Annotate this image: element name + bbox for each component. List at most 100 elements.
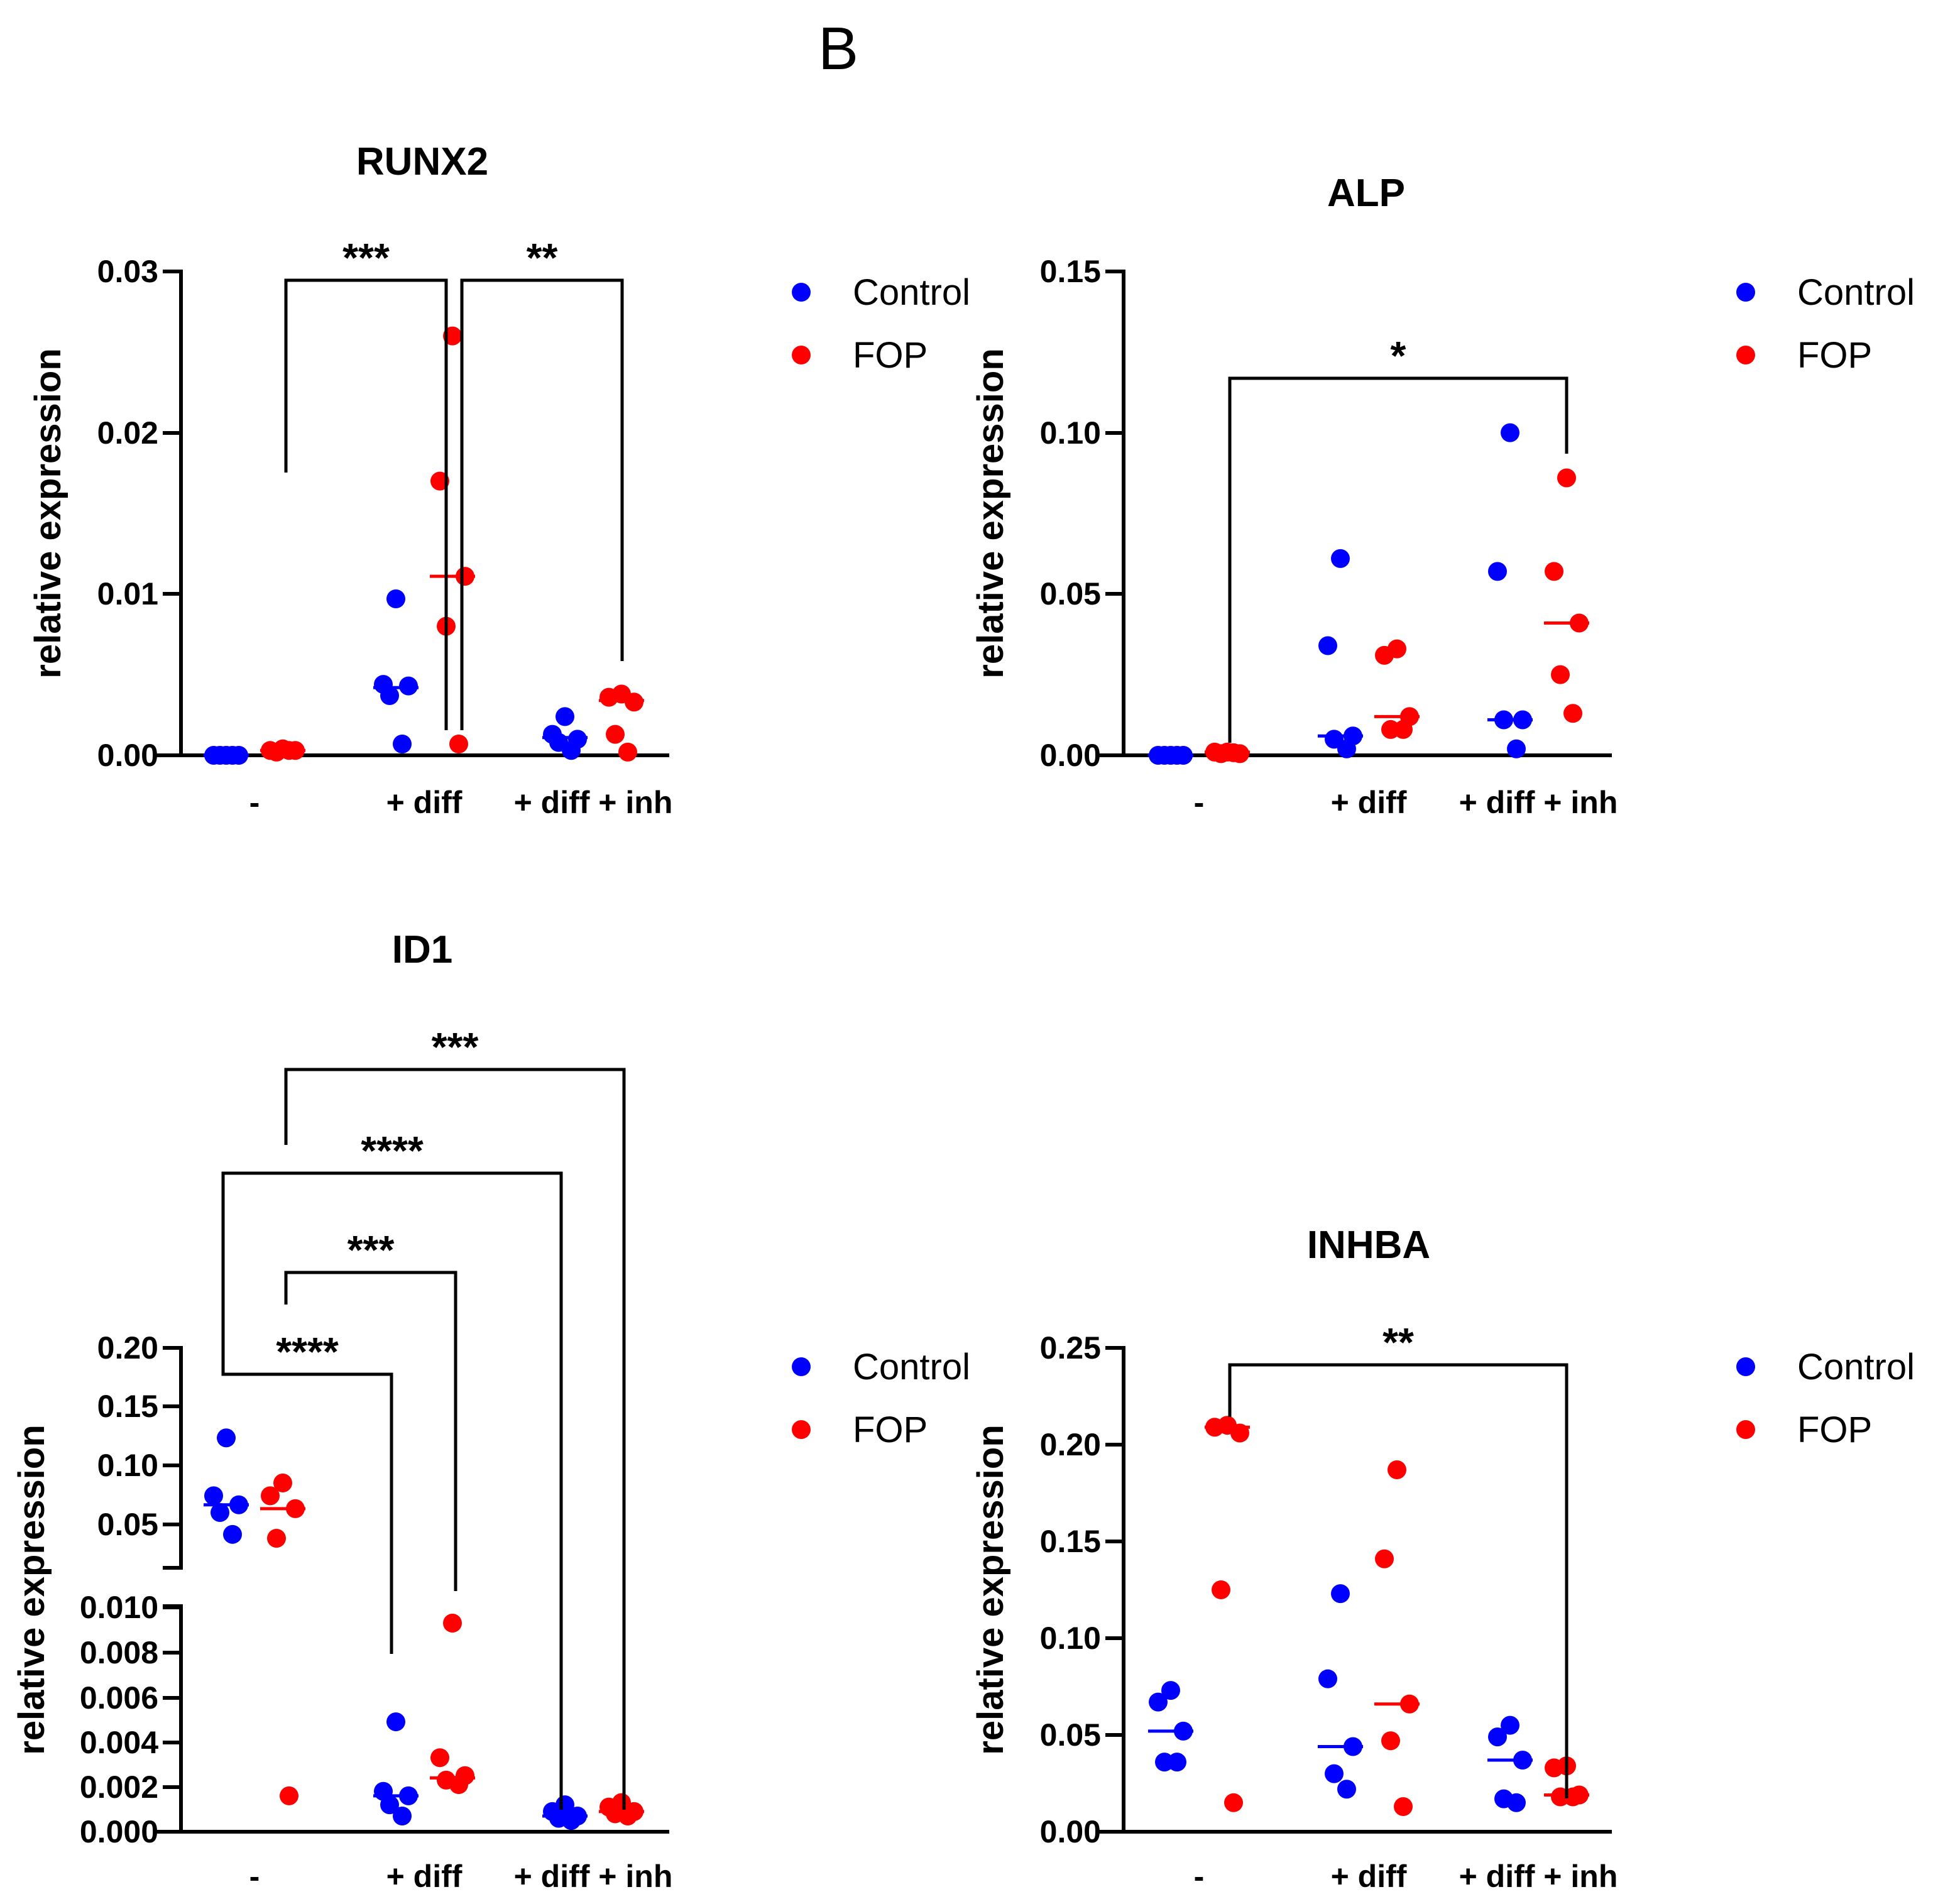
fop-point	[443, 1613, 462, 1633]
y-tick-label: 0.02	[97, 415, 158, 451]
control-point	[562, 1811, 581, 1830]
x-tick-label: -	[249, 785, 260, 820]
control-point	[386, 1712, 405, 1732]
y-tick-label: 0.00	[1040, 1814, 1101, 1849]
fop-point	[1375, 645, 1394, 665]
y-tick-label: 0.00	[97, 738, 158, 773]
y-tick-label: 0.15	[1040, 254, 1101, 289]
significance-bracket	[221, 1305, 393, 1654]
control-point	[1331, 549, 1350, 568]
legend-marker	[792, 283, 811, 302]
legend-marker	[1736, 1420, 1755, 1439]
fop-point	[1394, 1797, 1413, 1816]
control-point	[1318, 1669, 1337, 1688]
significance-label: ***	[432, 1024, 479, 1070]
control-point	[217, 1428, 236, 1448]
legend-label: FOP	[1797, 1409, 1872, 1450]
control-point	[380, 1795, 399, 1815]
significance-label: *	[1391, 333, 1406, 378]
chart-title: ALP	[1327, 172, 1405, 215]
legend-marker	[1736, 1357, 1755, 1376]
significance-bracket	[460, 278, 624, 730]
chart-title: RUNX2	[356, 140, 488, 183]
control-point	[1168, 1753, 1186, 1772]
y-tick-label: 0.25	[1040, 1330, 1101, 1365]
x-tick-label: + diff + inh	[1459, 1859, 1618, 1894]
y-axis-label: relative expression	[28, 348, 68, 679]
y-axis-label: relative expression	[970, 1425, 1011, 1755]
fop-point	[618, 1807, 637, 1826]
y-tick-label: 0.05	[97, 1507, 158, 1542]
panel-letter: B	[818, 15, 858, 82]
significance-bracket	[221, 1171, 563, 1810]
chart-title: ID1	[392, 928, 452, 971]
fop-point	[273, 1473, 292, 1492]
fop-point	[1551, 665, 1570, 684]
significance-bracket	[1228, 376, 1568, 743]
x-tick-label: -	[1194, 1859, 1205, 1894]
control-point	[1325, 1764, 1344, 1783]
control-point	[562, 741, 581, 760]
control-point	[204, 1486, 223, 1506]
control-point	[1488, 1727, 1507, 1747]
fop-point	[625, 692, 643, 712]
y-tick-label: 0.05	[1040, 1717, 1101, 1753]
y-tick-label: 0.03	[97, 254, 158, 289]
fop-point	[1388, 1460, 1406, 1480]
legend-marker	[792, 1420, 811, 1439]
y-tick-label: 0.05	[1040, 576, 1101, 611]
control-point	[1331, 1584, 1350, 1604]
legend-marker	[1736, 346, 1755, 364]
fop-point	[1394, 719, 1413, 739]
legend-label: FOP	[853, 335, 928, 376]
fop-point	[1563, 704, 1582, 723]
x-tick-label: + diff	[386, 1859, 463, 1894]
fop-point	[1224, 1793, 1243, 1812]
fop-point	[599, 687, 618, 707]
legend-marker	[792, 346, 811, 364]
x-tick-label: + diff + inh	[514, 1859, 673, 1894]
x-tick-label: + diff + inh	[514, 785, 673, 820]
control-point	[386, 589, 405, 609]
fop-point	[1381, 1731, 1400, 1751]
y-tick-label: 0.010	[80, 1590, 158, 1625]
fop-point	[1557, 468, 1576, 488]
y-tick-label: 0.006	[80, 1680, 158, 1715]
significance-bracket	[1228, 1363, 1568, 1798]
fop-point	[1375, 1549, 1394, 1568]
control-point	[211, 1503, 229, 1523]
legend-label: Control	[1797, 272, 1915, 313]
x-tick-label: + diff + inh	[1459, 785, 1618, 820]
x-tick-label: + diff	[1331, 1859, 1407, 1894]
significance-label: ****	[276, 1329, 339, 1374]
x-tick-label: -	[1194, 785, 1205, 820]
legend-label: Control	[853, 272, 970, 313]
legend-marker	[792, 1357, 811, 1376]
significance-label: **	[1382, 1320, 1414, 1365]
control-point	[1337, 739, 1356, 758]
x-tick-label: + diff	[386, 785, 463, 820]
significance-bracket	[284, 1068, 626, 1810]
control-point	[1161, 1681, 1180, 1700]
plot-area: 0.00 0.05 0.10 0.15 - + diff + diff + inh * Cont…	[1040, 254, 1915, 820]
plot-area: 0.000 0.002 0.004 0.006 0.008 0.010 0.05 0.10 0.…	[80, 1024, 970, 1894]
significance-bracket	[284, 278, 448, 730]
fop-point	[618, 742, 637, 762]
y-tick-label: 0.20	[1040, 1427, 1101, 1462]
control-point	[223, 1524, 242, 1544]
y-tick-label: 0.00	[1040, 738, 1101, 773]
fop-point	[1545, 1758, 1563, 1778]
control-point	[1501, 423, 1519, 442]
control-point	[1488, 562, 1507, 581]
x-tick-label: + diff	[1331, 785, 1407, 820]
x-tick-label: -	[249, 1859, 260, 1894]
legend-label: Control	[1797, 1347, 1915, 1387]
fop-point	[261, 1486, 280, 1506]
chart-id1: ID1 relative expression 0.0000.0020.0040…	[11, 928, 970, 1894]
chart-title: INHBA	[1307, 1223, 1430, 1267]
fop-point	[430, 1748, 449, 1768]
significance-label: ***	[342, 235, 390, 280]
legend-marker	[1736, 283, 1755, 302]
y-axis-label: relative expression	[11, 1425, 52, 1755]
